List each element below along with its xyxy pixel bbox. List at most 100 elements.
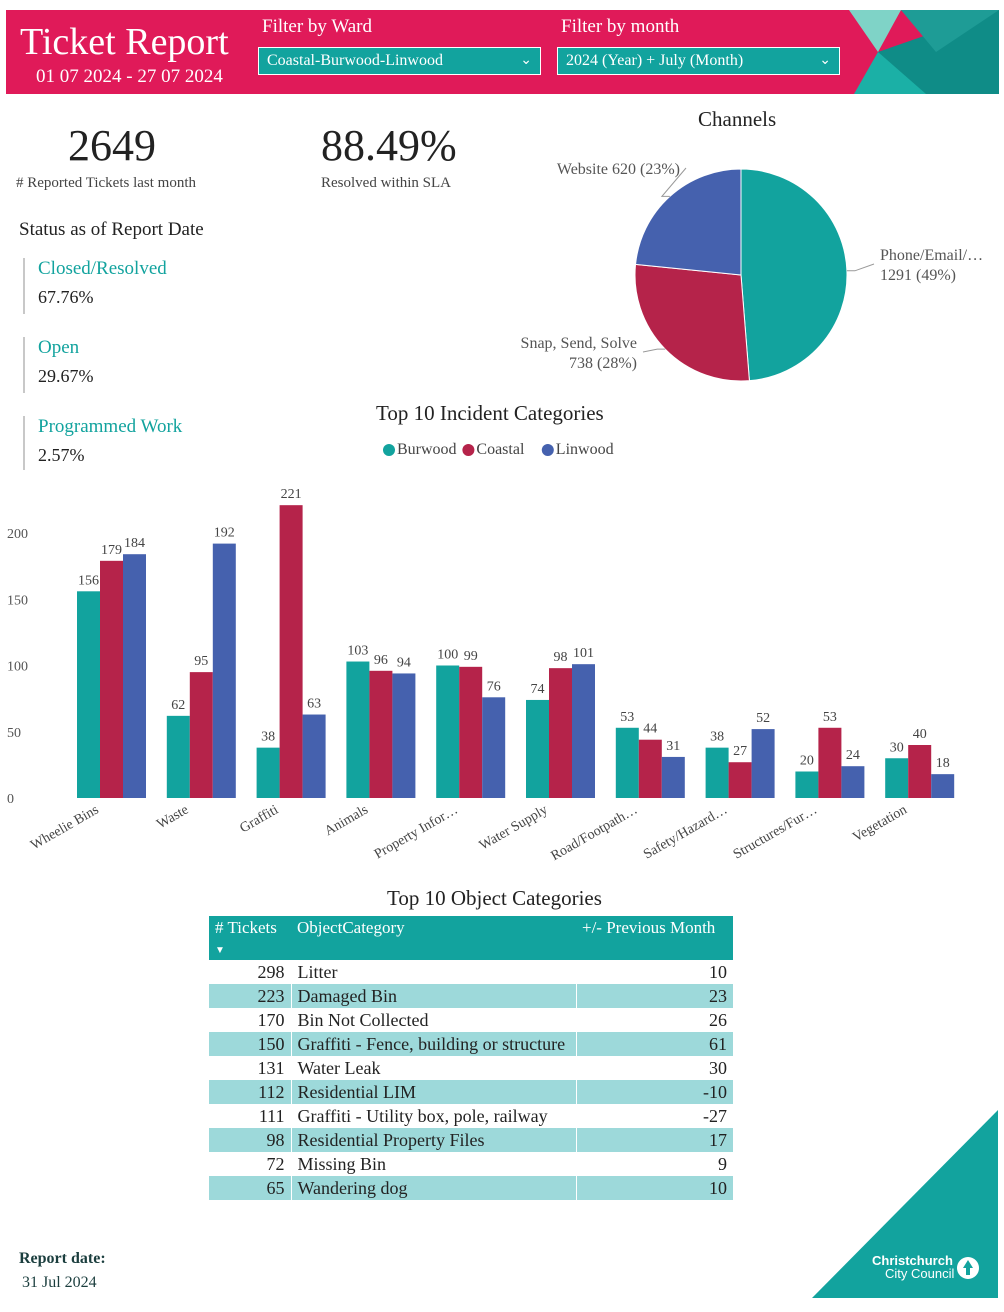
bar[interactable]: [392, 673, 416, 798]
x-tick-label: Water Supply: [477, 802, 551, 853]
table-row[interactable]: 65 Wandering dog 10: [209, 1176, 733, 1200]
table-row[interactable]: 170 Bin Not Collected 26: [209, 1008, 733, 1032]
logo-line2: City Council: [885, 1266, 955, 1281]
bar[interactable]: [100, 560, 123, 798]
filter-month-value: 2024 (Year) + July (Month): [566, 52, 744, 69]
channels-pie-chart: Phone/Email/… 1291 (49%) Snap, Send, Solve…: [521, 161, 983, 382]
table-row[interactable]: 298 Litter 10: [209, 960, 733, 984]
bar-data-label: 53: [620, 710, 634, 725]
object-category-cell: Bin Not Collected: [290, 1008, 576, 1032]
bar[interactable]: [302, 714, 326, 798]
pie-leader-line: [642, 348, 666, 353]
y-tick-label: 200: [7, 527, 28, 542]
bar[interactable]: [841, 766, 865, 798]
bar[interactable]: [751, 729, 775, 798]
bar-data-label: 221: [281, 487, 302, 502]
prev-month-delta-cell: -27: [575, 1104, 733, 1128]
bar[interactable]: [885, 758, 909, 798]
table-row[interactable]: 112 Residential LIM -10: [209, 1080, 733, 1104]
bar[interactable]: [166, 715, 190, 798]
col-header-label: # Tickets: [215, 918, 277, 937]
legend-label: Linwood: [556, 441, 614, 458]
bar[interactable]: [279, 505, 303, 798]
sla-kpi-value: 88.49%: [321, 121, 457, 170]
status-divider: [23, 258, 25, 314]
bar[interactable]: [908, 745, 932, 798]
bar-data-label: 76: [487, 679, 501, 694]
y-tick-label: 50: [7, 726, 21, 741]
object-category-cell: Litter: [290, 960, 576, 984]
bar-data-label: 103: [347, 644, 368, 659]
col-header-category[interactable]: ObjectCategory: [291, 916, 576, 960]
legend-marker: [541, 444, 554, 456]
bar[interactable]: [369, 670, 393, 798]
bar[interactable]: [549, 668, 572, 798]
bar[interactable]: [436, 665, 460, 799]
col-header-prev-month[interactable]: +/- Previous Month: [576, 916, 733, 960]
bar[interactable]: [212, 543, 236, 798]
bar[interactable]: [346, 661, 370, 798]
filter-ward-value: Coastal-Burwood-Linwood: [267, 52, 443, 69]
bar[interactable]: [256, 747, 280, 798]
ticket-count-cell: 150: [209, 1032, 291, 1056]
status-divider: [23, 416, 25, 470]
prev-month-delta-cell: 23: [575, 984, 733, 1008]
x-tick-label: Road/Footpath…: [549, 802, 641, 864]
table-row[interactable]: 223 Damaged Bin 23: [209, 984, 733, 1008]
bar[interactable]: [661, 756, 685, 798]
bar[interactable]: [189, 672, 213, 798]
bar[interactable]: [482, 697, 506, 798]
bar-data-label: 95: [194, 654, 208, 669]
bar-chart-title: Top 10 Incident Categories: [376, 401, 604, 425]
filter-month-dropdown[interactable]: 2024 (Year) + July (Month) ⌄: [557, 47, 840, 75]
bar[interactable]: [572, 664, 595, 798]
bar[interactable]: [795, 771, 819, 799]
ticket-count-cell: 98: [209, 1128, 291, 1152]
bar-data-label: 20: [800, 754, 814, 769]
bar[interactable]: [459, 666, 483, 798]
pie-slice[interactable]: [634, 168, 742, 276]
bar-data-label: 100: [437, 648, 458, 663]
bar[interactable]: [931, 774, 955, 798]
table-row[interactable]: 131 Water Leak 30: [209, 1056, 733, 1080]
status-divider: [23, 337, 25, 393]
filter-ward-dropdown[interactable]: Coastal-Burwood-Linwood ⌄: [258, 47, 541, 75]
legend-label: Burwood: [397, 441, 457, 458]
sla-kpi-label: Resolved within SLA: [321, 175, 451, 191]
table-row[interactable]: 72 Missing Bin 9: [209, 1152, 733, 1176]
ticket-count-cell: 170: [257, 1010, 285, 1030]
bar[interactable]: [77, 591, 100, 798]
bar[interactable]: [705, 747, 729, 798]
table-row[interactable]: 150 Graffiti - Fence, building or structu…: [209, 1032, 733, 1056]
x-tick-label: Safety/Hazard…: [641, 802, 730, 862]
bar[interactable]: [728, 762, 752, 798]
bar-data-label: 184: [124, 536, 145, 551]
tickets-kpi-label: # Reported Tickets last month: [16, 175, 196, 191]
x-tick-label: Animals: [322, 802, 371, 839]
object-category-cell: Wandering dog: [290, 1176, 576, 1200]
object-category-cell: Graffiti - Utility box, pole, railway: [290, 1104, 576, 1128]
pie-slice[interactable]: [634, 263, 750, 382]
table-row[interactable]: 111 Graffiti - Utility box, pole, railway…: [209, 1104, 733, 1128]
bar-data-label: 63: [307, 697, 321, 712]
x-tick-label: Waste: [154, 802, 191, 832]
y-tick-label: 0: [7, 792, 14, 807]
pie-slice[interactable]: [740, 168, 848, 382]
col-header-tickets[interactable]: # Tickets ▼: [209, 916, 291, 960]
bar[interactable]: [123, 554, 146, 798]
bar[interactable]: [615, 727, 639, 798]
ticket-count-cell: 131: [257, 1058, 285, 1078]
bar[interactable]: [526, 699, 549, 798]
object-category-cell: Missing Bin: [290, 1152, 576, 1176]
bar-data-label: 192: [214, 526, 235, 541]
bar[interactable]: [638, 739, 662, 798]
legend-marker: [462, 444, 475, 456]
status-programmed-label: Programmed Work: [38, 416, 183, 437]
table-row[interactable]: 98 Residential Property Files 17: [209, 1128, 733, 1152]
ticket-count-cell: 111: [258, 1106, 285, 1126]
status-heading: Status as of Report Date: [19, 219, 204, 240]
bar[interactable]: [818, 727, 842, 798]
bar-data-label: 96: [374, 653, 388, 668]
status-open-label: Open: [38, 337, 80, 358]
pie-chart-title: Channels: [698, 107, 777, 131]
